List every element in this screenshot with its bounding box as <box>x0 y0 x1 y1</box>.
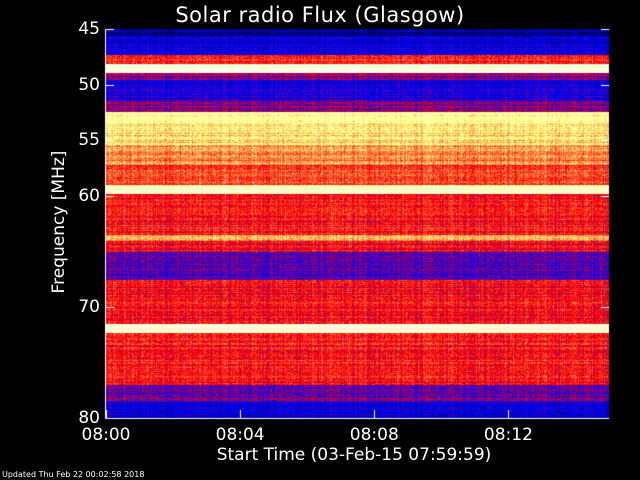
updated-timestamp: Updated Thu Feb 22 00:02:58 2018 <box>2 470 145 479</box>
x-tick-label: 08:12 <box>483 425 533 445</box>
y-tick-label: 70 <box>78 296 100 317</box>
chart-title: Solar radio Flux (Glasgow) <box>175 3 465 27</box>
y-tick-label: 55 <box>78 130 100 151</box>
x-axis-label: Start Time (03-Feb-15 07:59:59) <box>216 445 492 465</box>
y-axis-label: Frequency [MHz] <box>49 150 69 294</box>
x-tick-label: 08:08 <box>349 425 399 445</box>
x-tick-label: 08:00 <box>81 425 131 445</box>
x-tick-label: 08:04 <box>215 425 265 445</box>
y-tick-label: 60 <box>78 185 100 206</box>
y-tick-label: 80 <box>78 408 100 428</box>
y-tick-label: 45 <box>78 19 100 39</box>
y-tick-label: 50 <box>78 74 100 95</box>
